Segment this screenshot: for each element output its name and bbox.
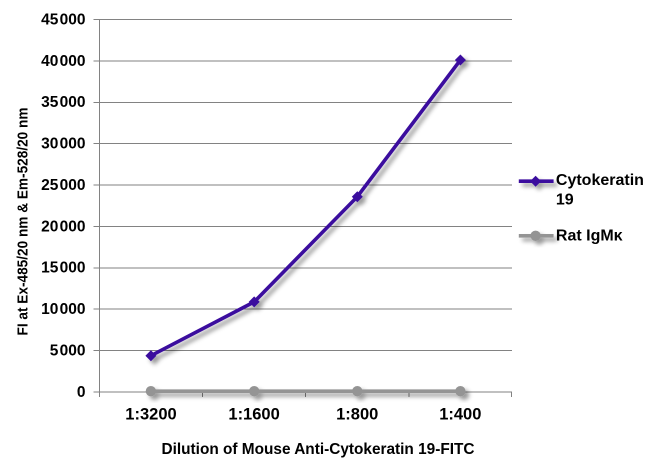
- svg-text:Dilution of Mouse Anti-Cytoker: Dilution of Mouse Anti-Cytokeratin 19-FI…: [162, 441, 475, 458]
- svg-text:1:800: 1:800: [336, 405, 378, 423]
- svg-text:15 000: 15 000: [41, 260, 85, 277]
- svg-text:Rat IgMκ: Rat IgMκ: [556, 227, 623, 244]
- svg-text:35 000: 35 000: [41, 94, 85, 111]
- svg-text:0: 0: [77, 384, 86, 401]
- svg-text:Cytokeratin: Cytokeratin: [556, 172, 644, 189]
- svg-text:20 000: 20 000: [41, 218, 85, 235]
- svg-text:FI at Ex-485/20 nm & Em-528/20: FI at Ex-485/20 nm & Em-528/20 nm: [15, 108, 32, 336]
- svg-text:30 000: 30 000: [41, 136, 85, 153]
- svg-text:1:400: 1:400: [439, 405, 481, 423]
- svg-text:45 000: 45 000: [41, 12, 85, 29]
- svg-text:40 000: 40 000: [41, 53, 85, 70]
- svg-text:1:3200: 1:3200: [125, 405, 176, 423]
- svg-text:1:1600: 1:1600: [228, 405, 279, 423]
- svg-text:25 000: 25 000: [41, 177, 85, 194]
- svg-text:19: 19: [556, 192, 574, 209]
- svg-text:10 000: 10 000: [41, 301, 85, 318]
- svg-text:5 000: 5 000: [50, 342, 86, 359]
